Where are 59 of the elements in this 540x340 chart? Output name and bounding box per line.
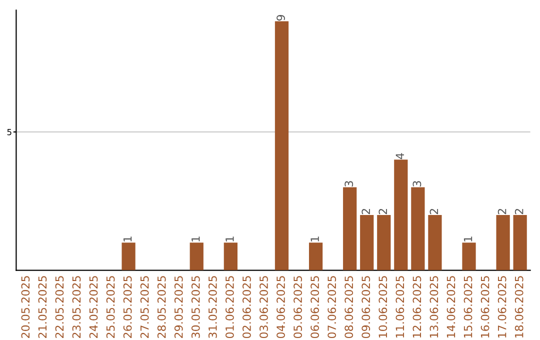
x-tick-label: 16.06.2025 [480,276,490,338]
data-label: 2 [430,209,438,214]
data-label: 1 [124,236,132,242]
x-tick-label: 07.06.2025 [328,276,336,338]
data-label: 1 [310,236,319,242]
x-tick-label: 28.05.2025 [157,276,166,338]
x-tick-label: 01.06.2025 [226,276,234,338]
x-tick-label: 30.05.2025 [191,276,200,338]
bar [411,187,425,270]
x-tick-label: 23.05.2025 [72,276,81,338]
x-tick-label: 13.06.2025 [430,276,438,338]
x-tick-label: 27.05.2025 [140,276,149,338]
x-tick-label: 15.06.2025 [464,276,472,338]
x-tick-label: 17.06.2025 [498,276,506,338]
x-tick-label: 03.06.2025 [260,276,268,338]
x-tick-label: 18.06.2025 [514,276,524,338]
x-tick-label: 24.05.2025 [89,276,98,338]
data-label: 2 [498,209,506,214]
x-tick-label: 20.05.2025 [21,276,30,338]
data-label: 3 [344,181,354,186]
bar [190,242,204,270]
bar [377,214,391,270]
bar [360,214,374,270]
x-tick-label: 26.05.2025 [123,276,132,338]
x-tick-label: 10.06.2025 [378,276,388,338]
data-label: 2 [378,209,387,214]
x-tick-label: 31.05.2025 [208,276,217,338]
bar [122,242,136,270]
bar [343,187,357,270]
x-tick-label: 06.06.2025 [310,276,320,338]
data-label: 4 [396,153,404,160]
bar [428,214,442,270]
bar [274,21,289,270]
data-label: 2 [362,209,370,214]
bar [496,214,510,270]
data-label: 1 [226,236,234,242]
data-label: 9 [276,14,285,21]
bar [513,214,527,270]
bar [224,242,238,270]
y-tick-label: 5 [7,129,12,136]
data-label: 2 [514,209,524,214]
x-tick-label: 04.06.2025 [276,276,285,338]
x-tick-label: 02.06.2025 [242,276,251,338]
x-tick-label: 08.06.2025 [344,276,354,338]
bar [462,242,476,270]
x-tick-label: 22.05.2025 [55,276,64,338]
x-tick-label: 29.05.2025 [174,276,183,338]
bar [308,242,323,270]
x-tick-label: 12.06.2025 [412,276,422,338]
x-tick-label: 05.06.2025 [294,276,302,338]
x-tick-label: 11.06.2025 [396,276,404,338]
x-tick-label: 25.05.2025 [106,276,115,338]
bar [394,160,408,270]
data-label: 1 [464,236,472,242]
data-label: 1 [192,236,200,242]
x-tick-label: 21.05.2025 [38,276,47,338]
x-tick-label: 09.06.2025 [362,276,370,338]
x-tick-label: 14.06.2025 [446,276,456,338]
data-label: 3 [412,181,422,186]
